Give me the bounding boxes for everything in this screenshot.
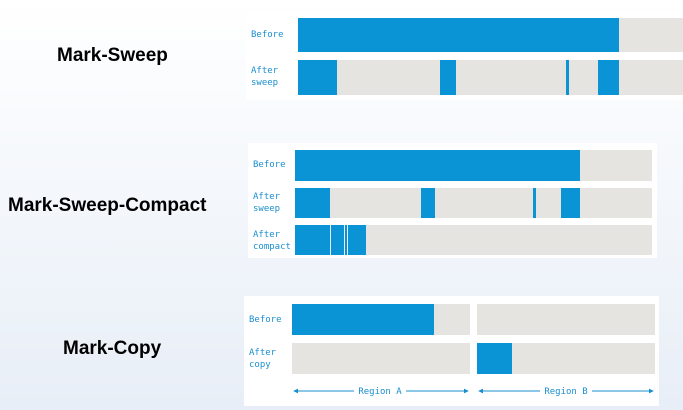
object-divider [347, 225, 348, 255]
region-a-before-bar [292, 304, 470, 335]
msc-after-compact-label: After compact [253, 230, 291, 252]
live-object-block [292, 304, 434, 335]
live-object-block [298, 60, 337, 95]
msc-before-bar [295, 150, 652, 181]
msc-after-compact-bar [295, 225, 652, 255]
live-object-block [566, 60, 569, 95]
region-b-before-bar [477, 304, 655, 335]
region-a-label: Region A [358, 387, 402, 397]
region-a-after-bar [292, 343, 470, 374]
region-axis: Region A Region B [293, 383, 654, 397]
object-divider [330, 225, 331, 255]
mark-sweep-after-bar [298, 60, 683, 95]
live-object-block [533, 188, 536, 218]
mark-copy-title: Mark-Copy [63, 338, 162, 359]
mark-sweep-before-bar [298, 18, 683, 52]
live-object-block [298, 18, 619, 52]
live-object-block [295, 150, 580, 181]
mark-copy-panel: Before After copy Region A Region B [244, 296, 659, 406]
mark-copy-before-label: Before [249, 315, 282, 325]
region-b-after-bar [477, 343, 655, 374]
mark-copy-after-label: After copy [249, 348, 277, 370]
mark-sweep-compact-panel: Before After sweep After compact [248, 143, 657, 258]
mark-sweep-compact-title: Mark-Sweep-Compact [8, 195, 207, 216]
msc-after-sweep-bar [295, 188, 652, 218]
live-object-block [598, 60, 619, 95]
region-b-label: Region B [544, 387, 587, 397]
mark-sweep-after-label: After sweep [251, 66, 279, 88]
object-divider [344, 225, 345, 255]
mark-sweep-panel: Before After sweep [246, 12, 683, 100]
live-object-block [440, 60, 456, 95]
msc-before-label: Before [253, 160, 286, 170]
mark-sweep-before-label: Before [251, 30, 284, 40]
live-object-block [561, 188, 580, 218]
live-object-block [421, 188, 435, 218]
mark-sweep-title: Mark-Sweep [57, 45, 168, 66]
copied-object-block [477, 343, 512, 374]
live-object-block [295, 188, 330, 218]
msc-after-sweep-label: After sweep [253, 192, 281, 214]
